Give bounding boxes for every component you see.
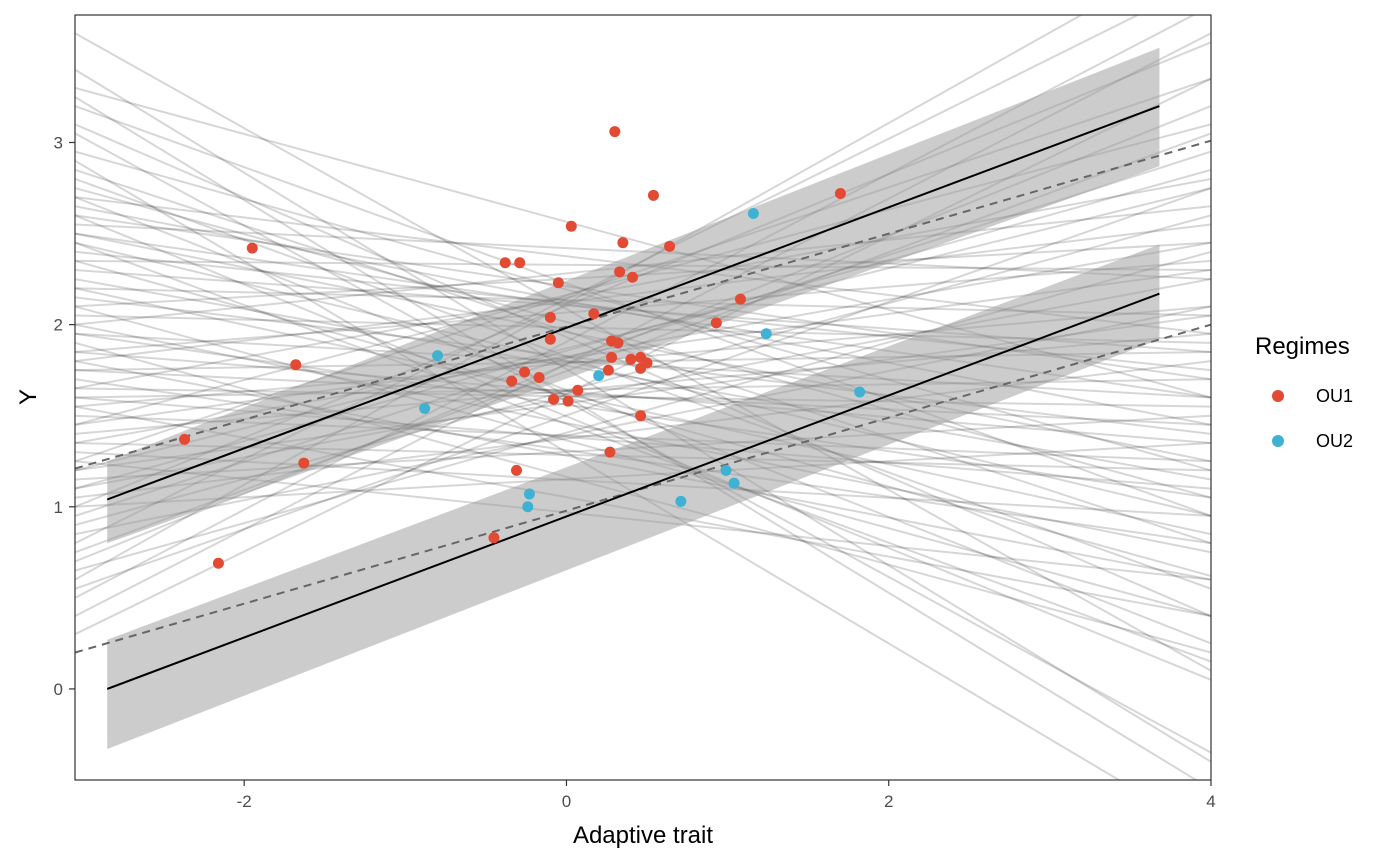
point-ou1 [602, 364, 614, 376]
point-ou1 [609, 126, 621, 138]
point-ou1 [511, 464, 523, 476]
point-ou1 [565, 220, 577, 232]
point-ou1 [606, 351, 618, 363]
plot-panel-border [74, 14, 1212, 781]
x-tick-label: 4 [1206, 792, 1215, 811]
point-ou1 [617, 237, 629, 249]
sample-line [75, 278, 1211, 481]
point-ou1 [627, 271, 639, 283]
point-ou1 [834, 188, 846, 199]
point-ou1 [519, 366, 531, 378]
point-ou2 [854, 386, 866, 398]
sample-line [75, 350, 1211, 445]
sample-line [75, 187, 1211, 590]
y-axis-title: Y [15, 389, 42, 405]
point-ou1 [506, 375, 518, 387]
y-tick-label: 1 [54, 498, 63, 517]
point-ou1 [734, 293, 746, 305]
point-ou1 [290, 359, 302, 371]
plot-area [75, 15, 1211, 780]
legend-key-ou2 [1272, 435, 1284, 447]
sample-line [75, 241, 1211, 517]
point-ou1 [635, 410, 647, 422]
point-ou1 [544, 333, 556, 345]
point-ou1 [548, 393, 560, 405]
point-ou1 [544, 311, 556, 323]
point-ou2 [419, 402, 431, 414]
point-ou2 [675, 495, 687, 507]
legend-title: Regimes [1255, 333, 1350, 360]
point-ou1 [533, 371, 545, 383]
confidence-band-ou1 [107, 47, 1160, 544]
point-ou1 [179, 433, 191, 445]
point-ou1 [552, 277, 564, 289]
point-ou1 [614, 266, 626, 278]
point-ou1 [647, 189, 659, 201]
legend: Regimes OU1 OU2 [1255, 333, 1353, 451]
sample-line [75, 177, 1211, 590]
x-axis: -2 0 2 4 [237, 780, 1216, 811]
point-ou2 [523, 488, 535, 500]
sample-line [75, 369, 1211, 426]
data-points [179, 126, 866, 569]
point-ou1 [562, 395, 574, 407]
regression-line-ou1 [106, 105, 1160, 501]
point-ou1 [664, 240, 676, 252]
confidence-bands [107, 47, 1160, 750]
point-ou2 [593, 370, 605, 382]
point-ou1 [499, 257, 511, 269]
point-ou1 [710, 317, 722, 329]
y-tick-label: 2 [54, 316, 63, 335]
legend-label-ou2: OU2 [1316, 431, 1353, 451]
point-ou1 [488, 532, 500, 544]
regression-line-ou2 [106, 292, 1160, 690]
y-axis: 0 1 2 3 [54, 134, 75, 699]
point-ou2 [720, 464, 732, 476]
regression-lines [106, 105, 1160, 690]
point-ou1 [612, 337, 624, 349]
x-tick-label: 0 [562, 792, 571, 811]
sample-line [75, 323, 1211, 554]
x-tick-label: 2 [884, 792, 893, 811]
legend-label-ou1: OU1 [1316, 386, 1353, 406]
legend-key-ou1 [1272, 390, 1284, 402]
sample-line [75, 32, 1211, 672]
point-ou1 [604, 446, 616, 458]
point-ou1 [298, 457, 310, 469]
point-ou1 [246, 242, 258, 254]
point-ou2 [432, 350, 444, 362]
point-ou2 [522, 501, 534, 513]
y-tick-label: 3 [54, 134, 63, 153]
point-ou1 [572, 384, 584, 396]
x-tick-label: -2 [237, 792, 252, 811]
point-ou1 [514, 257, 526, 269]
y-tick-label: 0 [54, 680, 63, 699]
point-ou2 [747, 208, 759, 220]
confidence-band-ou2 [107, 244, 1160, 750]
sample-line [75, 387, 1211, 408]
point-ou1 [212, 557, 224, 569]
point-ou2 [728, 477, 740, 489]
point-ou2 [760, 328, 772, 340]
dashed-line [75, 139, 1211, 470]
point-ou1 [588, 308, 600, 320]
x-axis-title: Adaptive trait [573, 822, 713, 849]
point-ou1 [625, 353, 637, 365]
point-ou1 [635, 362, 647, 374]
